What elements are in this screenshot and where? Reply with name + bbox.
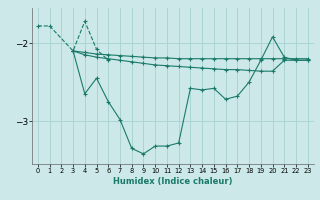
X-axis label: Humidex (Indice chaleur): Humidex (Indice chaleur) (113, 177, 233, 186)
